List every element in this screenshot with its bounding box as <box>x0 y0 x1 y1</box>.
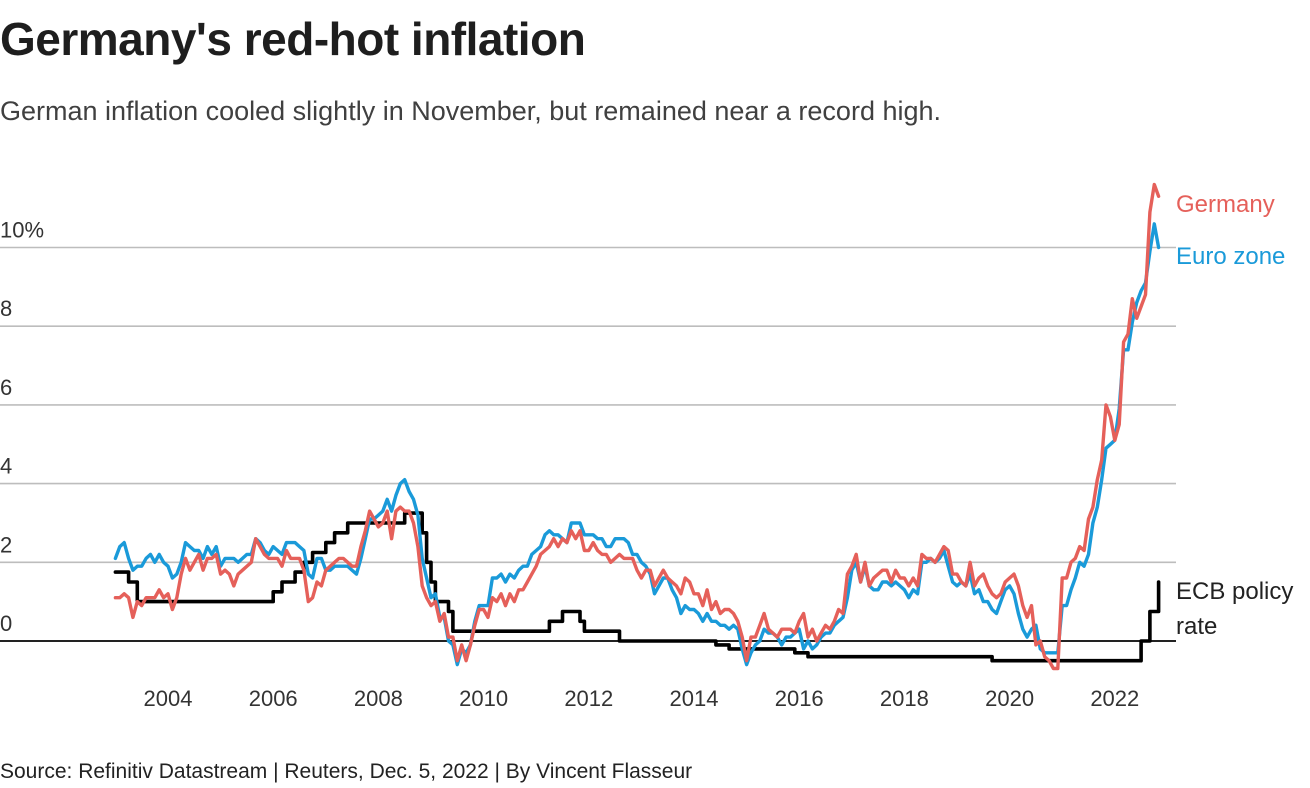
series-lines <box>113 182 1161 671</box>
x-tick-label: 2020 <box>985 686 1034 711</box>
legend-ecb-line2: rate <box>1176 613 1217 640</box>
y-tick-label: 8 <box>0 296 12 321</box>
x-tick-label: 2018 <box>880 686 929 711</box>
series-labels: Germany Euro zone ECB policy rate <box>1176 191 1293 640</box>
x-tick-label: 2010 <box>459 686 508 711</box>
source-note: Source: Refinitiv Datastream | Reuters, … <box>0 760 693 783</box>
x-tick-label: 2022 <box>1090 686 1139 711</box>
y-tick-label: 6 <box>0 375 12 400</box>
y-tick-label: 2 <box>0 532 12 557</box>
y-axis-ticks: 0 2 4 6 8 10% <box>0 218 44 637</box>
ecb-rate-line <box>113 511 1161 663</box>
y-tick-label: 4 <box>0 454 12 479</box>
x-tick-label: 2012 <box>564 686 613 711</box>
legend-germany: Germany <box>1176 191 1275 218</box>
legend-ecb-line1: ECB policy <box>1176 578 1293 605</box>
germany-line <box>113 182 1161 671</box>
chart-subtitle: German inflation cooled slightly in Nove… <box>0 96 942 126</box>
x-axis-ticks: 2004 2006 2008 2010 2012 2014 2016 2018 2020 2022 <box>144 686 1140 711</box>
euro-zone-line <box>113 222 1161 667</box>
gridlines <box>0 246 1176 642</box>
y-tick-label: 0 <box>0 611 12 636</box>
x-tick-label: 2008 <box>354 686 403 711</box>
chart-title: Germany's red-hot inflation <box>0 13 586 65</box>
x-tick-label: 2006 <box>249 686 298 711</box>
y-tick-label: 10% <box>0 218 44 243</box>
x-tick-label: 2004 <box>144 686 193 711</box>
x-tick-label: 2014 <box>670 686 719 711</box>
legend-euro-zone: Euro zone <box>1176 243 1285 270</box>
x-tick-label: 2016 <box>775 686 824 711</box>
